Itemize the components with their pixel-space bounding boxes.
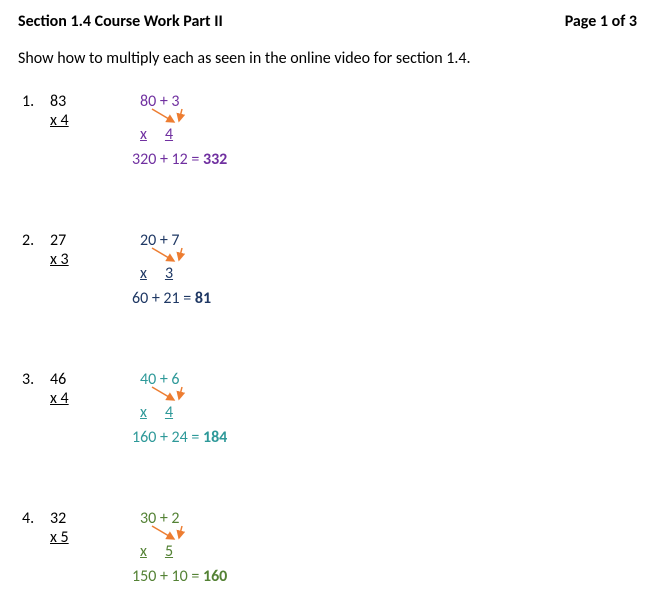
- expanded-form: 20 + 7 x360 + 21 = 81: [140, 229, 211, 308]
- multiplicand: 32: [50, 509, 110, 528]
- multiplicand: 83: [50, 92, 110, 111]
- multiplier: x 4: [50, 111, 110, 130]
- page-header: Section 1.4 Course Work Part II Page 1 o…: [18, 12, 637, 31]
- instruction-text: Show how to multiply each as seen in the…: [18, 49, 637, 68]
- expanded-form: 80 + 3 x4320 + 12 = 332: [140, 90, 227, 169]
- partial-sums: 160 + 24 =: [132, 428, 203, 447]
- times-symbol: x: [140, 542, 147, 561]
- original-multiplication: 32x 5: [50, 507, 110, 547]
- expanded-form: 40 + 6 x4160 + 24 = 184: [140, 368, 227, 447]
- section-title: Section 1.4 Course Work Part II: [18, 12, 223, 31]
- problem-row: 1.83x 480 + 3 x4320 + 12 = 332: [18, 90, 637, 169]
- result-line: 150 + 10 = 160: [132, 567, 227, 586]
- partial-sums: 60 + 21 =: [132, 289, 195, 308]
- expanded-multiplier: 5: [165, 542, 173, 561]
- original-multiplication: 27x 3: [50, 229, 110, 269]
- problems-list: 1.83x 480 + 3 x4320 + 12 = 3322.27x 320 …: [18, 90, 637, 586]
- problem-number: 3.: [22, 368, 50, 389]
- problem-number: 4.: [22, 507, 50, 528]
- expanded-top: 80 + 3: [140, 92, 227, 111]
- final-answer: 184: [203, 428, 227, 447]
- expanded-bottom: x5: [140, 542, 227, 561]
- multiplier: x 5: [50, 528, 110, 547]
- problem-row: 2.27x 320 + 7 x360 + 21 = 81: [18, 229, 637, 308]
- final-answer: 160: [203, 567, 227, 586]
- result-line: 320 + 12 = 332: [132, 150, 227, 169]
- expanded-top: 30 + 2: [140, 509, 227, 528]
- partial-sums: 320 + 12 =: [132, 150, 203, 169]
- final-answer: 332: [203, 150, 227, 169]
- problem-row: 4.32x 530 + 2 x5150 + 10 = 160: [18, 507, 637, 586]
- multiplier: x 3: [50, 250, 110, 269]
- multiplier: x 4: [50, 389, 110, 408]
- problem-row: 3.46x 440 + 6 x4160 + 24 = 184: [18, 368, 637, 447]
- expanded-bottom: x3: [140, 264, 211, 283]
- expanded-multiplier: 4: [165, 125, 173, 144]
- problem-number: 1.: [22, 90, 50, 111]
- expanded-multiplier: 3: [165, 264, 173, 283]
- page-number: Page 1 of 3: [565, 12, 637, 31]
- original-multiplication: 46x 4: [50, 368, 110, 408]
- expanded-form: 30 + 2 x5150 + 10 = 160: [140, 507, 227, 586]
- expanded-bottom: x4: [140, 403, 227, 422]
- result-line: 60 + 21 = 81: [132, 289, 211, 308]
- result-line: 160 + 24 = 184: [132, 428, 227, 447]
- partial-sums: 150 + 10 =: [132, 567, 203, 586]
- multiplicand: 46: [50, 370, 110, 389]
- original-multiplication: 83x 4: [50, 90, 110, 130]
- expanded-bottom: x4: [140, 125, 227, 144]
- expanded-top: 40 + 6: [140, 370, 227, 389]
- problem-number: 2.: [22, 229, 50, 250]
- final-answer: 81: [195, 289, 211, 308]
- expanded-top: 20 + 7: [140, 231, 211, 250]
- times-symbol: x: [140, 403, 147, 422]
- multiplicand: 27: [50, 231, 110, 250]
- times-symbol: x: [140, 125, 147, 144]
- times-symbol: x: [140, 264, 147, 283]
- expanded-multiplier: 4: [165, 403, 173, 422]
